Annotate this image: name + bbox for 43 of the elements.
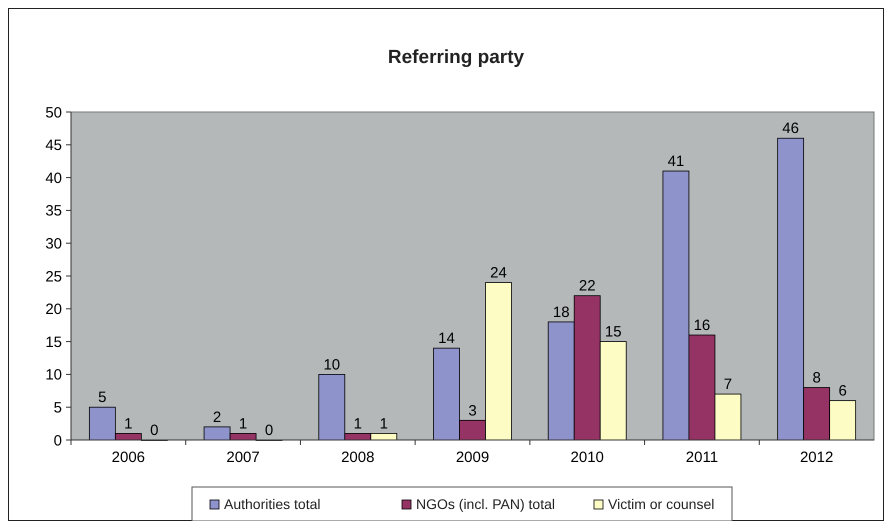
data-label: 2: [212, 408, 222, 426]
y-tick-label: 40: [45, 170, 62, 187]
data-label: 1: [124, 415, 133, 432]
data-label: 46: [782, 120, 799, 138]
data-label: 1: [238, 415, 248, 432]
data-label: 22: [578, 278, 596, 295]
chart-title: Referring party: [388, 47, 525, 68]
data-label: 0: [264, 422, 274, 439]
y-tick-label: 50: [45, 104, 62, 122]
data-label: 14: [438, 330, 455, 348]
data-label: 18: [552, 304, 570, 321]
data-label: 15: [604, 324, 622, 341]
data-label: 10: [323, 356, 340, 374]
data-label: 24: [490, 264, 507, 282]
y-tick-label: 10: [45, 366, 62, 384]
legend-label: Authorities total: [224, 496, 320, 512]
x-tick-label: 2010: [570, 449, 604, 466]
y-tick-label: 35: [45, 202, 62, 220]
data-label: 6: [838, 382, 847, 400]
x-tick-label: 2007: [226, 449, 260, 466]
data-label: 8: [812, 370, 821, 387]
data-label: 41: [668, 153, 684, 170]
x-tick-label: 2006: [112, 449, 146, 466]
y-tick-label: 25: [45, 268, 62, 286]
x-tick-label: 2011: [686, 449, 718, 466]
data-label: 1: [380, 415, 388, 432]
x-tick-label: 2012: [800, 449, 834, 466]
legend-label: NGOs (incl. PAN) total: [416, 496, 555, 512]
data-label: 3: [468, 402, 477, 420]
x-tick-label: 2008: [341, 449, 374, 466]
data-label: 0: [150, 422, 159, 439]
data-label: 1: [354, 415, 362, 432]
legend-label: Victim or counsel: [608, 496, 714, 512]
y-tick-label: 45: [45, 137, 62, 154]
y-tick-label: 5: [54, 399, 62, 416]
y-tick-label: 30: [45, 235, 62, 252]
data-label: 5: [98, 389, 107, 406]
data-label: 16: [694, 317, 710, 334]
y-tick-label: 0: [54, 432, 62, 450]
x-tick-label: 2009: [456, 449, 490, 466]
y-tick-label: 15: [45, 334, 62, 351]
y-tick-label: 20: [45, 301, 62, 318]
data-label: 7: [724, 376, 732, 394]
